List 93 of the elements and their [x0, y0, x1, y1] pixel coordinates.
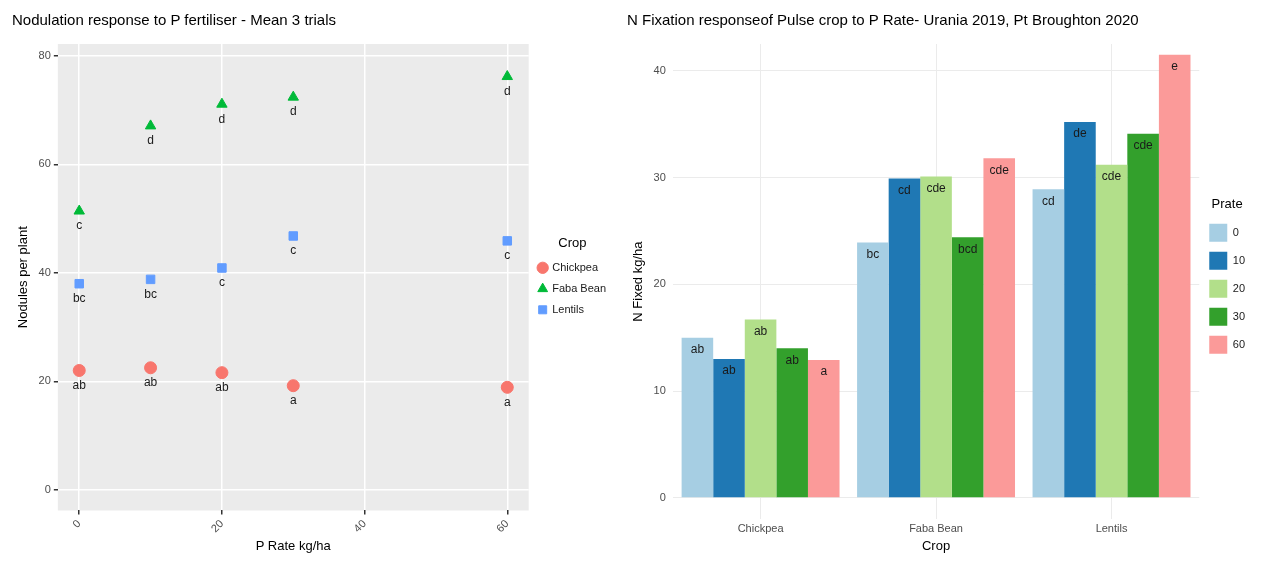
y-tick-label: 60	[38, 157, 51, 170]
x-tick-label: Chickpea	[737, 521, 785, 534]
annotation: bc	[144, 286, 157, 301]
y-tick-label: 80	[38, 48, 51, 61]
legend-title: Prate	[1211, 196, 1243, 212]
bar	[1032, 189, 1065, 498]
x-tick-label: Faba Bean	[909, 521, 963, 534]
y-tick-label: 30	[653, 170, 666, 183]
y-axis-title: N Fixed kg/ha	[630, 240, 646, 322]
bar	[807, 360, 840, 498]
annotation: ab	[143, 375, 158, 390]
point	[216, 97, 228, 108]
point	[286, 379, 300, 393]
y-tick-label: 10	[653, 384, 666, 397]
y-tick-label: 0	[44, 482, 51, 495]
y-axis-title: Nodules per plant	[15, 225, 31, 329]
bar	[713, 359, 745, 498]
data-label: ab	[785, 352, 800, 367]
legend-label: 30	[1232, 309, 1246, 322]
annotation: c	[218, 275, 225, 290]
bar	[888, 178, 921, 498]
bar	[744, 319, 777, 498]
annotation: d	[289, 104, 297, 119]
legend-label: 10	[1232, 253, 1246, 266]
y-tick-label: 20	[653, 277, 666, 290]
y-tick-label: 40	[38, 265, 51, 278]
bar	[857, 242, 889, 498]
data-label: cd	[1042, 193, 1055, 208]
data-label: cde	[926, 180, 947, 195]
annotation: d	[147, 133, 154, 148]
data-label: de	[1073, 126, 1087, 141]
data-label: bc	[866, 246, 880, 261]
x-tick-label: 40	[351, 517, 369, 535]
annotation: c	[76, 218, 83, 233]
point	[215, 366, 229, 380]
point	[145, 274, 156, 285]
legend-label: Chickpea	[552, 260, 599, 273]
x-axis-title: P Rate kg/ha	[255, 537, 332, 553]
annotation: ab	[72, 377, 87, 392]
bar	[1158, 54, 1191, 498]
x-tick-label: Lentils	[1095, 521, 1128, 534]
point	[144, 119, 157, 130]
annotation: a	[503, 394, 511, 409]
data-label: cd	[898, 182, 911, 197]
point	[74, 278, 84, 289]
point	[217, 263, 227, 273]
chart-title: Nodulation response to P fertiliser - Mean 3 trials	[12, 11, 337, 29]
bar	[776, 348, 808, 498]
point	[287, 90, 299, 101]
bar	[1095, 164, 1128, 498]
data-label: ab	[753, 323, 768, 338]
point	[501, 70, 513, 81]
bar	[951, 237, 984, 498]
annotation: bc	[72, 291, 86, 306]
legend-title: Crop	[558, 234, 587, 250]
x-tick-label: 0	[69, 517, 83, 530]
legend-label: 60	[1232, 337, 1246, 350]
annotation: a	[289, 392, 297, 407]
point	[144, 361, 158, 375]
y-tick-label: 40	[653, 63, 666, 76]
legend-label: Lentils	[552, 302, 585, 315]
data-label: ab	[690, 341, 705, 356]
chart-title: N Fixation responseof Pulse crop to P Rate- Urania 2019, Pt Broughton 2020	[627, 11, 1139, 29]
data-label: cde	[1101, 168, 1122, 183]
bar	[1064, 121, 1096, 498]
legend-label: Faba Bean	[552, 281, 607, 294]
data-label: cde	[989, 162, 1010, 177]
annotation: c	[290, 243, 297, 258]
x-tick-label: 20	[208, 517, 226, 535]
x-tick-label: 60	[493, 517, 511, 535]
bar	[681, 337, 714, 498]
x-axis-title: Crop	[921, 537, 951, 553]
point	[502, 236, 513, 246]
bar	[983, 158, 1016, 498]
data-label: cde	[1133, 138, 1154, 153]
annotation: d	[503, 83, 511, 98]
legend-label: 0	[1232, 225, 1239, 238]
data-label: bcd	[957, 241, 978, 256]
annotation: c	[504, 248, 511, 263]
point	[73, 204, 85, 215]
y-tick-label: 20	[38, 374, 51, 387]
bar	[1127, 133, 1159, 498]
data-label: a	[820, 364, 828, 379]
data-label: e	[1171, 58, 1179, 73]
bar	[920, 176, 952, 498]
point	[288, 231, 298, 241]
annotation: d	[218, 111, 226, 126]
data-label: ab	[722, 363, 736, 378]
legend-label: 20	[1232, 281, 1246, 294]
point	[500, 380, 514, 394]
point	[72, 363, 86, 377]
annotation: ab	[215, 379, 229, 394]
y-tick-label: 0	[659, 490, 666, 503]
